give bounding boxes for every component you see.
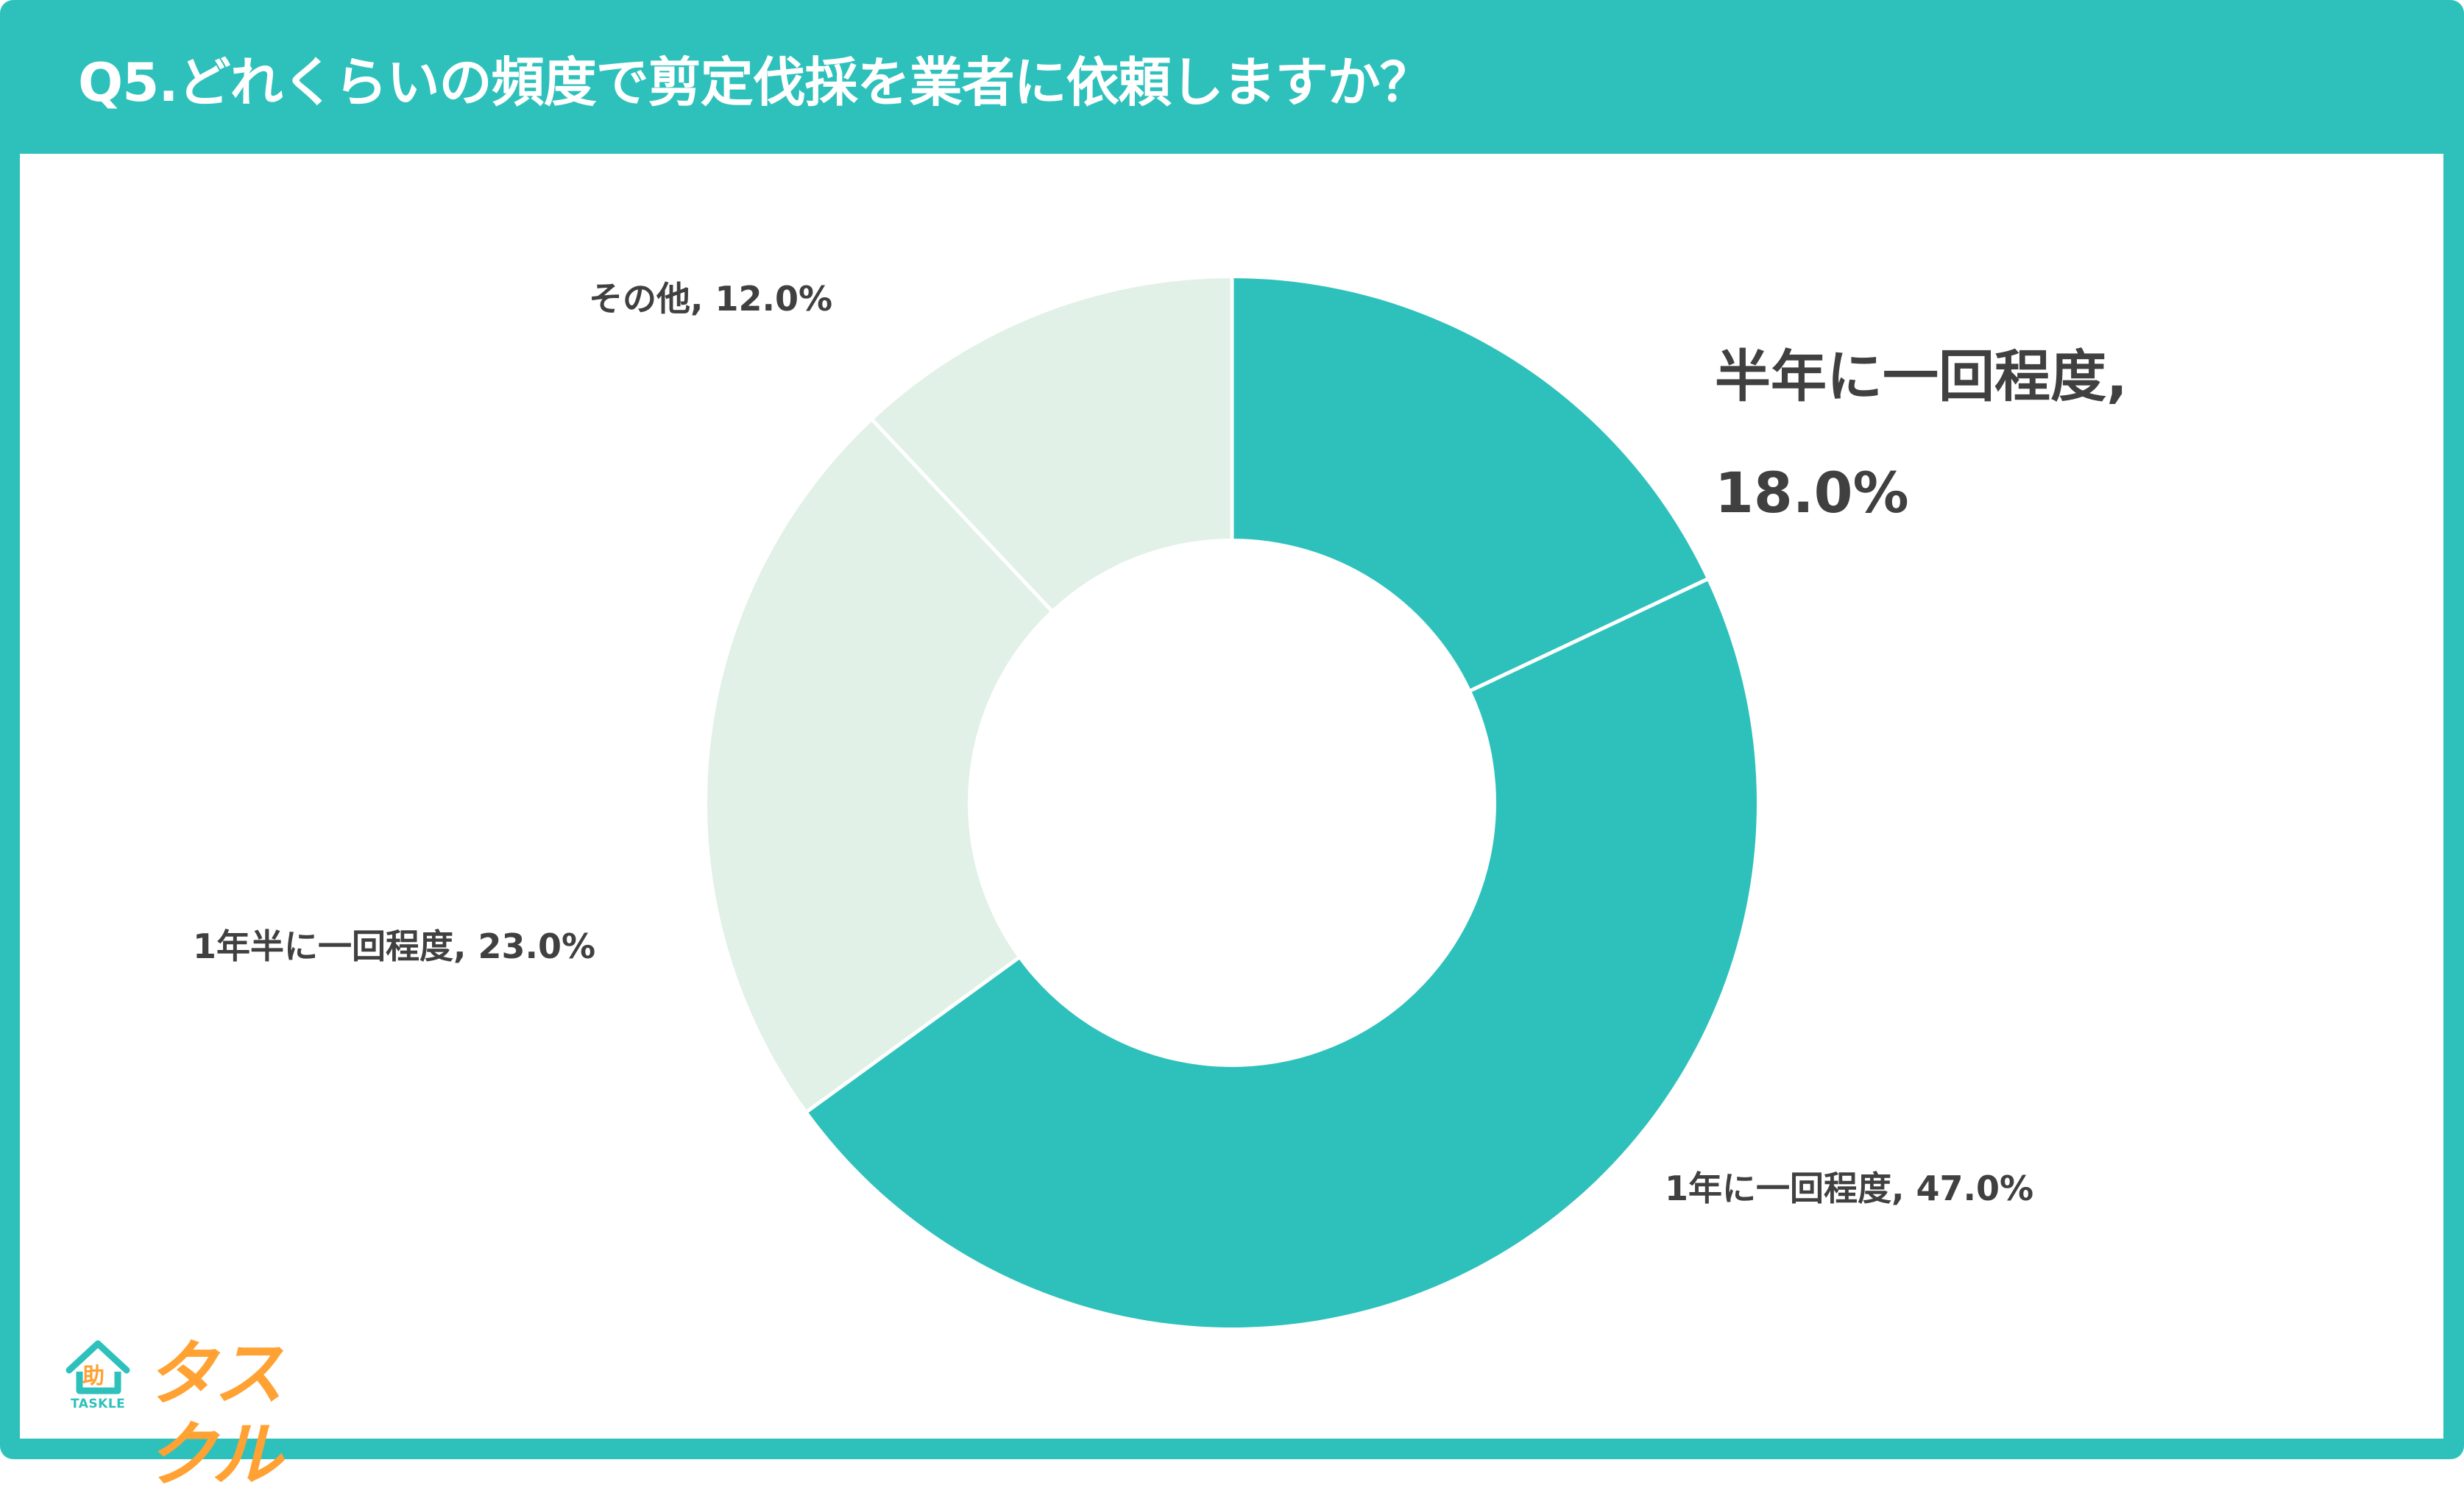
slice-separator <box>805 955 1021 1114</box>
label-one-half-year: 1年半に一回程度, 23.0% <box>193 926 596 966</box>
logo-kanji: 助 <box>82 1364 105 1389</box>
label-half-year: 半年に一回程度, <box>1715 344 2128 409</box>
donut-slices <box>707 278 1757 1327</box>
chart-title: Q5.どれくらいの頻度で剪定伐採を業者に依頼しますか？ <box>78 52 1433 113</box>
slice-3 <box>707 420 1052 1112</box>
slice-4 <box>872 278 1232 611</box>
slice-2 <box>807 579 1757 1327</box>
label-other: その他, 12.0% <box>589 279 833 319</box>
logo-wordmark-en: TASKLE <box>71 1397 126 1411</box>
house-icon: 助 TASKLE <box>63 1338 132 1411</box>
taskle-logo: 助 TASKLE タスクル <box>63 1333 314 1495</box>
slice-1 <box>1232 278 1707 691</box>
label-one-year: 1年に一回程度, 47.0% <box>1665 1169 2034 1208</box>
slice-separator <box>870 418 1054 613</box>
value-half-year: 18.0% <box>1715 460 1909 525</box>
logo-wordmark-ja: タスクル <box>146 1333 284 1496</box>
slice-separator <box>1468 577 1710 693</box>
donut-chart <box>707 277 1757 1327</box>
slice-separators <box>805 277 1710 1114</box>
